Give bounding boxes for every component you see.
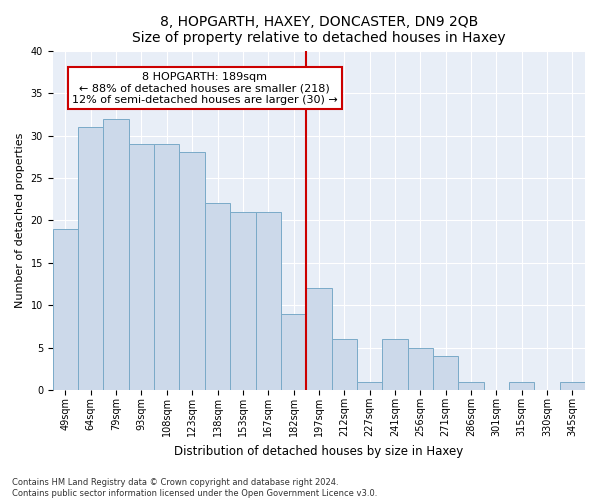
Title: 8, HOPGARTH, HAXEY, DONCASTER, DN9 2QB
Size of property relative to detached hou: 8, HOPGARTH, HAXEY, DONCASTER, DN9 2QB S… [132, 15, 506, 45]
Bar [205, 204, 230, 390]
Bar [560, 382, 585, 390]
Bar [78, 127, 103, 390]
Text: 8 HOPGARTH: 189sqm
← 88% of detached houses are smaller (218)
12% of semi-detach: 8 HOPGARTH: 189sqm ← 88% of detached hou… [72, 72, 338, 105]
Bar [509, 382, 535, 390]
Bar [433, 356, 458, 390]
Bar [407, 348, 433, 391]
Bar [332, 340, 357, 390]
Bar [306, 288, 332, 390]
Text: Contains HM Land Registry data © Crown copyright and database right 2024.
Contai: Contains HM Land Registry data © Crown c… [12, 478, 377, 498]
Bar [129, 144, 154, 390]
X-axis label: Distribution of detached houses by size in Haxey: Distribution of detached houses by size … [174, 444, 464, 458]
Bar [103, 118, 129, 390]
Bar [357, 382, 382, 390]
Bar [382, 340, 407, 390]
Bar [154, 144, 179, 390]
Bar [281, 314, 306, 390]
Bar [256, 212, 281, 390]
Bar [230, 212, 256, 390]
Bar [179, 152, 205, 390]
Bar [458, 382, 484, 390]
Bar [53, 229, 78, 390]
Y-axis label: Number of detached properties: Number of detached properties [15, 133, 25, 308]
